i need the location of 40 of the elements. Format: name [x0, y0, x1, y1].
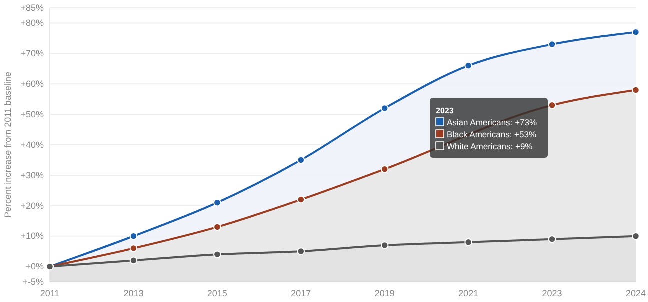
point: [214, 250, 222, 258]
point: [297, 156, 306, 164]
point: [297, 248, 306, 256]
point: [548, 40, 556, 48]
y-tick-label: +70%: [20, 48, 44, 59]
point: [214, 223, 222, 232]
point: [380, 165, 389, 174]
y-tick-label: +60%: [20, 78, 44, 89]
y-tick-label: +85%: [20, 2, 44, 13]
x-tick-label: 2019: [374, 288, 395, 298]
point: [464, 238, 472, 246]
point: [380, 242, 389, 250]
x-tick-label: 2015: [207, 288, 228, 298]
point: [130, 244, 138, 252]
annotation: Black Americans: +53%: [447, 130, 537, 140]
y-tick-label: +-5%: [22, 276, 44, 287]
x-tick-label: 2021: [458, 288, 479, 298]
point: [380, 104, 389, 112]
y-tick-label: +40%: [20, 140, 44, 150]
point: [548, 236, 556, 244]
y-tick-label: +10%: [20, 231, 44, 242]
annotation: White Americans: +9%: [447, 142, 534, 152]
y-tick-label: +80%: [20, 18, 44, 28]
point: [632, 232, 640, 240]
point: [632, 86, 640, 94]
point: [297, 196, 306, 204]
point: [130, 256, 138, 265]
y-tick-label: +0%: [26, 262, 44, 272]
x-tick-label: 2017: [291, 288, 312, 298]
x-tick-label: 2023: [542, 288, 562, 298]
y-tick-label: +50%: [20, 109, 44, 120]
y-tick-label: +30%: [20, 170, 44, 180]
x-tick-label: 2013: [124, 288, 144, 298]
x-tick-label: 2024: [626, 288, 646, 298]
y-tick-label: +20%: [20, 200, 44, 211]
annotation: 2023: [436, 106, 454, 116]
y-axis-title: Percent increase from 2011 baseline: [3, 72, 13, 218]
point: [548, 102, 556, 110]
x-tick-label: 2011: [40, 288, 60, 298]
annotation: Asian Americans: +73%: [447, 118, 538, 128]
